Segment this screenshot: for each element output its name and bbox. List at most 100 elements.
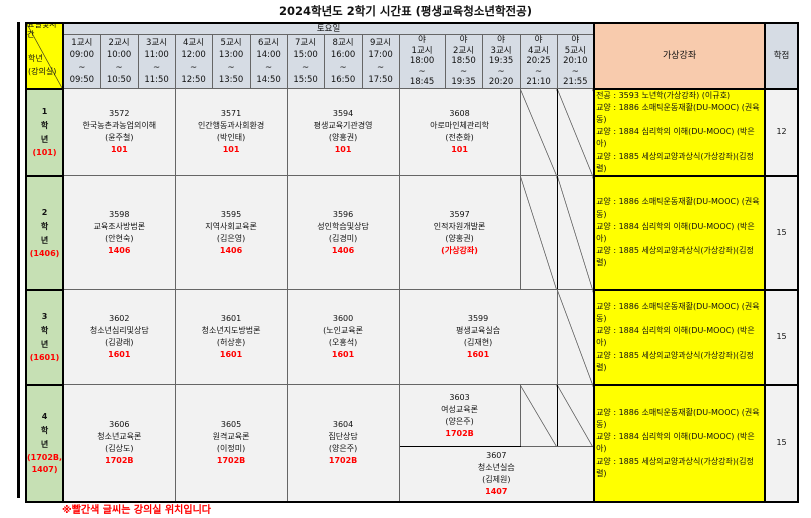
night-period-label: 5교시 [564, 45, 586, 56]
grade-room: (1702B, [27, 453, 63, 463]
night-period-pre: 야 [497, 35, 505, 46]
night-period-end: 18:45 [409, 77, 435, 87]
course-cell: 3595 지역사회교육론 (김은영) 1406 [174, 175, 288, 291]
period-label: 2교시 [108, 37, 130, 48]
grade-label: 학 [40, 221, 49, 231]
night-period-sep: ~ [571, 66, 579, 77]
empty-slot [519, 384, 558, 448]
course-prof: (허상훈) [216, 338, 246, 348]
grade-label: 년 [40, 135, 49, 145]
course-code: 3603 [449, 392, 470, 402]
night-period-header: 야 5교시 20:10 ~21:55 [556, 34, 595, 89]
period-sep: ~ [339, 62, 347, 73]
grade-label: 학 [40, 121, 49, 131]
grade-room: (101) [32, 148, 57, 158]
course-code: 3597 [449, 209, 470, 219]
course-prof: (오홍석) [328, 338, 358, 348]
period-start: 11:00 [144, 50, 169, 60]
grade-label: 년 [40, 440, 49, 450]
empty-slot [556, 384, 595, 448]
period-sep: ~ [265, 62, 273, 73]
period-start: 09:00 [69, 50, 95, 60]
course-name: 평생교육실습 [455, 326, 501, 336]
credit-cell: 15 [764, 175, 800, 291]
period-sep: ~ [153, 62, 161, 73]
credit-header: 학점 [764, 22, 800, 90]
night-period-sep: ~ [418, 66, 426, 77]
course-prof: (양은주) [445, 416, 474, 426]
course-cell: 3572 한국농촌과농업의이해 (윤주철) 101 [62, 87, 176, 177]
period-label: 6교시 [258, 37, 280, 48]
course-room: 1601 [219, 350, 243, 360]
course-room: 1702B [216, 456, 246, 466]
night-period-end: 20:20 [488, 77, 514, 87]
virtual-course: 교양 : 1885 세상의교양과상식(가상강좌)(김정렬) [596, 151, 754, 173]
night-period-start: 20:10 [563, 56, 588, 66]
course-code: 3596 [332, 209, 354, 219]
grade-label: 학 [40, 426, 49, 436]
course-cell: 3598 교육조사방법론 (안현숙) 1406 [62, 175, 176, 291]
empty-slot [519, 175, 558, 291]
course-prof: (양홍권) [445, 233, 474, 243]
grade-room: (1406) [29, 248, 60, 258]
course-code: 3602 [109, 314, 130, 324]
night-period-end: 19:35 [451, 77, 476, 87]
course-code: 3600 [332, 314, 354, 324]
empty-slot [519, 87, 558, 177]
course-room: 1407 [485, 487, 508, 497]
course-name: 인적자원개발론 [433, 221, 486, 231]
page-title: 2024학년도 2학기 시간표 (평생교육청소년학전공) [279, 4, 532, 18]
grade-room: 1407) [31, 465, 58, 475]
period-header: 4교시 12:00 ~12:50 [174, 34, 213, 89]
night-period-start: 18:50 [451, 56, 476, 66]
course-name: (노인교육론 [323, 326, 364, 336]
period-label: 4교시 [183, 37, 205, 48]
virtual-course: 교양 : 1884 심리학의 이해(DU-MOOC) (박은아) [596, 221, 755, 243]
corner-bottom-label: 학년 [28, 54, 43, 63]
period-header: 9교시 17:00 ~17:50 [361, 34, 400, 89]
credit-cell: 12 [764, 87, 800, 177]
course-name: 평생교육기관경영 [313, 121, 373, 131]
course-prof: (전춘화) [445, 133, 474, 143]
course-name: 청소년심리및상담 [89, 326, 149, 336]
course-cell: 3600 (노인교육론 (오홍석) 1601 [286, 289, 400, 386]
virtual-course: 교양 : 1886 소매틱운동재활(DU-MOOC) (권육동) [596, 407, 760, 430]
grade-label: 1 [41, 107, 48, 117]
grade-label: 4 [41, 412, 48, 422]
period-sep: ~ [302, 62, 310, 73]
course-cell: 3596 성인학습및상담 (김경미) 1406 [286, 175, 400, 291]
course-code: 3594 [332, 109, 354, 119]
course-cell: 3597 인적자원개발론 (양홍권) (가상강좌) [398, 175, 521, 291]
corner-room-label: (강의실) [28, 67, 57, 76]
outer-frame [17, 22, 20, 498]
course-code: 3607 [486, 451, 507, 461]
course-cell: 3601 청소년지도방법론 (허상훈) 1601 [174, 289, 288, 386]
night-period-pre: 야 [571, 35, 580, 46]
virtual-courses-cell: 교양 : 1886 소매틱운동재활(DU-MOOC) (권육동) 교양 : 188… [593, 288, 767, 386]
course-name: 아로마인체관리학 [430, 121, 489, 131]
course-prof: (김경미) [328, 233, 358, 243]
course-name: 여성교육론 [441, 404, 478, 414]
period-header: 3교시 11:00 ~11:50 [137, 34, 176, 89]
course-code: 3604 [332, 420, 354, 430]
corner-header: 요일및시간 학년 (강의실) [24, 22, 65, 90]
night-period-sep: ~ [497, 66, 505, 77]
timetable: 요일및시간 학년 (강의실) 토요일 가상강좌 학점 1교시 09:00 ~09:5… [24, 22, 800, 503]
grade-label: 3 [41, 312, 48, 322]
period-start: 13:00 [218, 50, 244, 60]
grade-room: (1601) [29, 353, 60, 363]
course-code: 3605 [220, 420, 242, 430]
night-period-pre: 야 [534, 35, 543, 46]
course-code: 3598 [109, 209, 130, 219]
night-period-end: 21:10 [526, 77, 551, 87]
period-sep: ~ [78, 62, 86, 73]
night-period-label: 2교시 [453, 45, 475, 56]
course-name: 지역사회교육론 [205, 221, 257, 231]
course-prof: (이정미) [216, 444, 246, 454]
period-header: 1교시 09:00 ~09:50 [62, 34, 101, 89]
course-code: 3608 [449, 109, 470, 119]
empty-slot [556, 175, 595, 291]
credit-cell: 15 [764, 289, 800, 386]
virtual-course: 교양 : 1884 심리학의 이해(DU-MOOC) (박은아) [596, 326, 755, 348]
course-room: 1702B [105, 456, 134, 466]
